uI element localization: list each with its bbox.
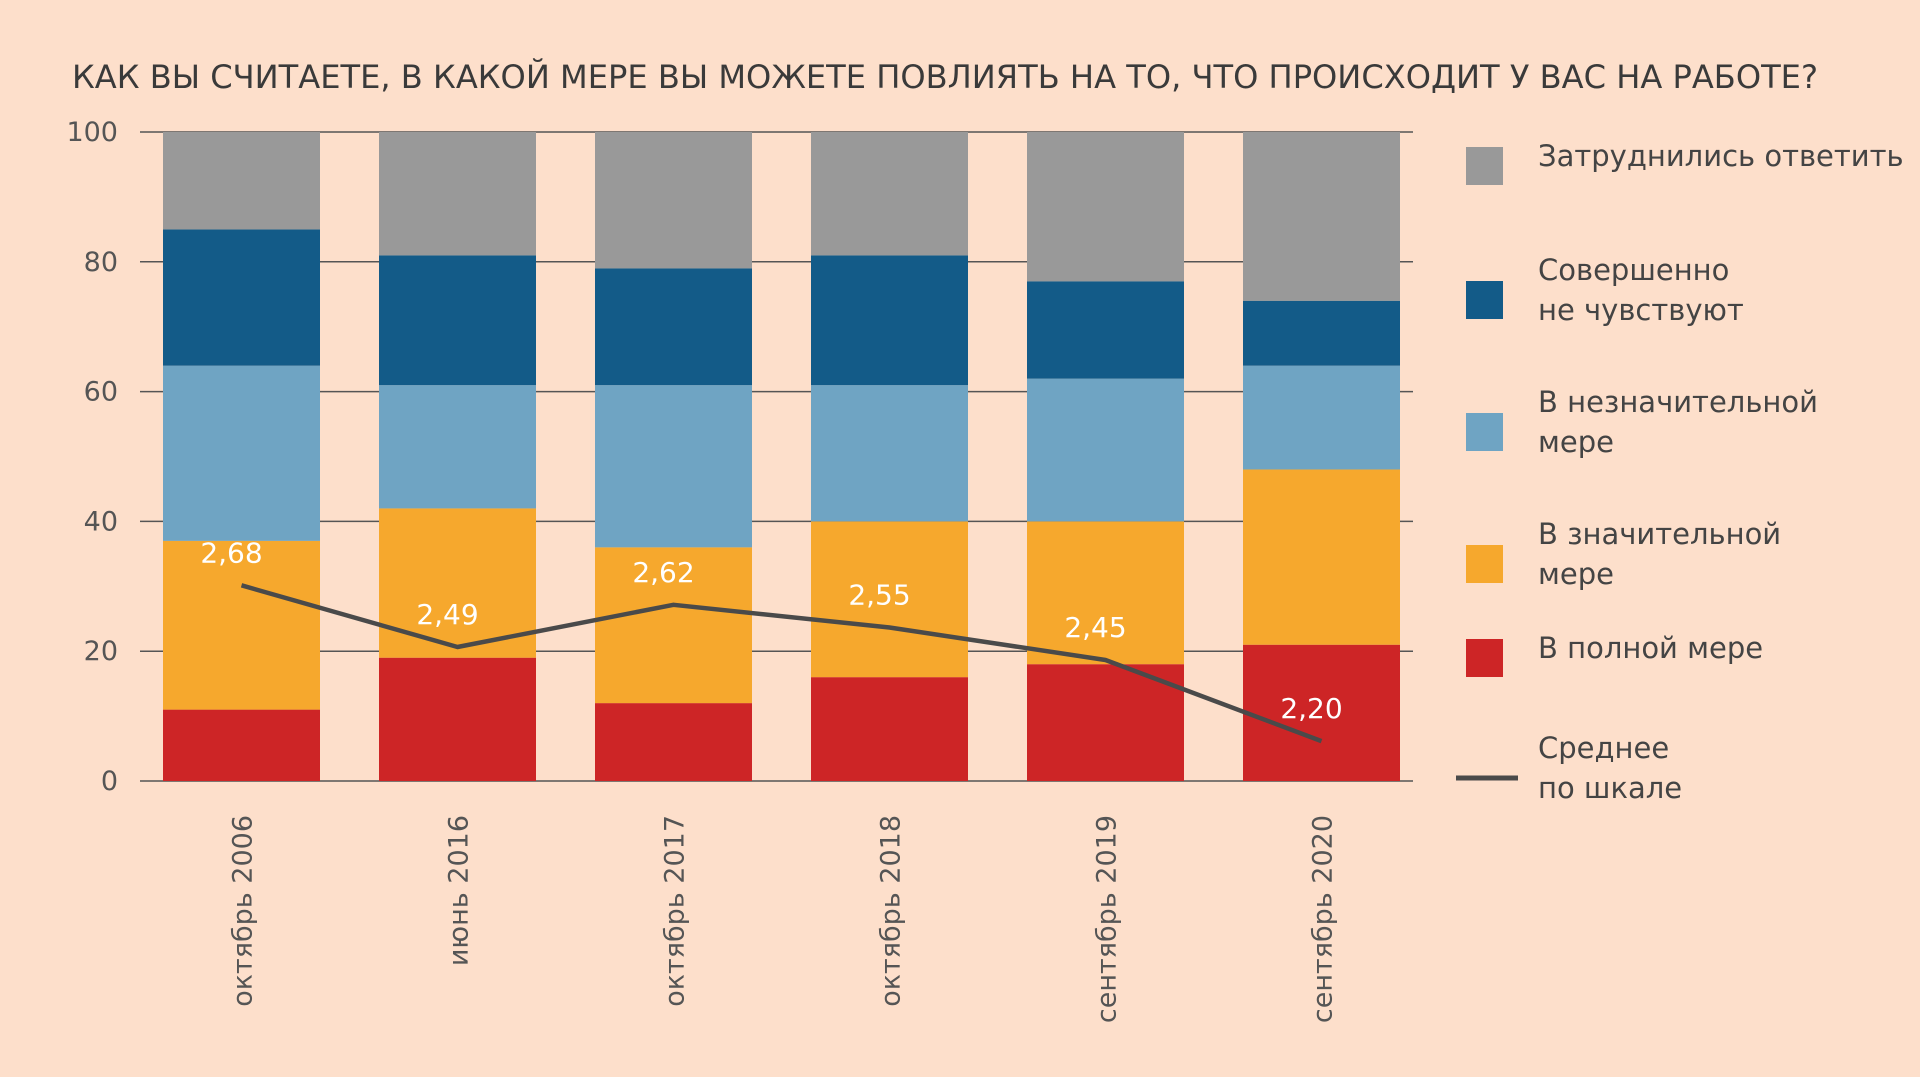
bar-segment bbox=[163, 540, 320, 710]
bar-segment bbox=[163, 229, 320, 366]
average-polyline bbox=[240, 583, 1323, 744]
legend-label: не чувствуют bbox=[1538, 293, 1744, 327]
bar-segment bbox=[1027, 378, 1184, 522]
legend-label: мере bbox=[1538, 557, 1614, 591]
bar-segment bbox=[595, 703, 752, 781]
x-category-label: сентябрь 2020 bbox=[1308, 815, 1339, 1023]
legend: Затруднились ответить Совершенно не чувств… bbox=[1456, 139, 1904, 805]
bar-segment bbox=[811, 255, 968, 386]
legend-label: В значительной bbox=[1538, 517, 1781, 551]
bar-segment bbox=[1243, 300, 1400, 366]
x-category-label: октябрь 2006 bbox=[228, 815, 259, 1007]
bar-segment bbox=[1027, 132, 1184, 282]
x-category-label: сентябрь 2019 bbox=[1092, 815, 1123, 1023]
legend-swatch bbox=[1466, 281, 1503, 319]
bars bbox=[163, 132, 1400, 781]
bar-segment bbox=[379, 132, 536, 256]
legend-label: В незначительной bbox=[1538, 385, 1818, 419]
legend-item: Затруднились ответить bbox=[1466, 139, 1904, 185]
bar-stack bbox=[595, 132, 752, 781]
bar-segment bbox=[595, 268, 752, 386]
average-value-label: 2,68 bbox=[200, 536, 262, 569]
x-category-label: октябрь 2017 bbox=[660, 815, 691, 1007]
legend-label: по шкале bbox=[1538, 771, 1682, 805]
bar-segment bbox=[595, 132, 752, 269]
y-tick-label: 20 bbox=[84, 636, 118, 667]
bar-segment bbox=[811, 521, 968, 678]
y-tick-label: 40 bbox=[84, 506, 118, 537]
bar-segment bbox=[595, 385, 752, 548]
y-axis-ticks: 0 20 40 60 80 100 bbox=[66, 117, 118, 797]
legend-swatch bbox=[1466, 639, 1503, 677]
bar-segment bbox=[595, 547, 752, 704]
bar-segment bbox=[1027, 281, 1184, 379]
legend-swatch bbox=[1466, 545, 1503, 583]
bar-segment bbox=[379, 385, 536, 509]
bar-segment bbox=[811, 132, 968, 256]
average-value-label: 2,62 bbox=[632, 556, 694, 589]
y-tick-label: 60 bbox=[84, 377, 118, 408]
gridlines bbox=[140, 131, 1413, 782]
average-value-label: 2,55 bbox=[848, 579, 910, 612]
chart-title: КАК ВЫ СЧИТАЕТЕ, В КАКОЙ МЕРЕ ВЫ МОЖЕТЕ … bbox=[72, 58, 1818, 96]
bar-segment bbox=[1243, 469, 1400, 645]
average-value-label: 2,20 bbox=[1280, 692, 1342, 725]
x-axis-labels: октябрь 2006 июнь 2016 октябрь 2017 октябрь… bbox=[228, 815, 1339, 1023]
y-tick-label: 100 bbox=[66, 117, 118, 148]
bar-segment bbox=[163, 132, 320, 230]
average-value-label: 2,49 bbox=[416, 598, 478, 631]
legend-item: Среднее по шкале bbox=[1456, 731, 1682, 805]
legend-swatch bbox=[1466, 147, 1503, 185]
legend-item: Совершенно не чувствуют bbox=[1466, 253, 1744, 327]
bar-segment bbox=[163, 365, 320, 541]
bar-segment bbox=[811, 385, 968, 522]
x-category-label: июнь 2016 bbox=[444, 815, 475, 966]
bar-stack bbox=[379, 132, 536, 781]
bar-segment bbox=[379, 255, 536, 386]
bar-segment bbox=[1243, 365, 1400, 470]
legend-label: Совершенно bbox=[1538, 253, 1729, 287]
x-category-label: октябрь 2018 bbox=[876, 815, 907, 1007]
y-tick-label: 80 bbox=[84, 247, 118, 278]
bar-segment bbox=[1243, 644, 1400, 781]
legend-item: В значительной мере bbox=[1466, 517, 1781, 591]
bar-stack bbox=[811, 132, 968, 781]
bar-stack bbox=[163, 132, 320, 781]
legend-item: В незначительной мере bbox=[1466, 385, 1818, 459]
bar-segment bbox=[1243, 132, 1400, 301]
bar-segment bbox=[1027, 521, 1184, 665]
legend-item: В полной мере bbox=[1466, 631, 1763, 677]
average-value-label: 2,45 bbox=[1064, 611, 1126, 644]
bar-segment bbox=[163, 709, 320, 781]
bar-stack bbox=[1243, 132, 1400, 781]
legend-label: Среднее bbox=[1538, 731, 1669, 765]
legend-label: мере bbox=[1538, 425, 1614, 459]
average-line: 2,68 2,49 2,62 2,55 2,45 2,20 bbox=[200, 536, 1343, 744]
legend-label: В полной мере bbox=[1538, 631, 1763, 665]
y-tick-label: 0 bbox=[101, 766, 118, 797]
bar-segment bbox=[1027, 664, 1184, 781]
legend-label: Затруднились ответить bbox=[1538, 139, 1904, 173]
bar-segment bbox=[811, 677, 968, 781]
bar-segment bbox=[379, 657, 536, 781]
bar-stack bbox=[1027, 132, 1184, 781]
legend-swatch bbox=[1466, 413, 1503, 451]
